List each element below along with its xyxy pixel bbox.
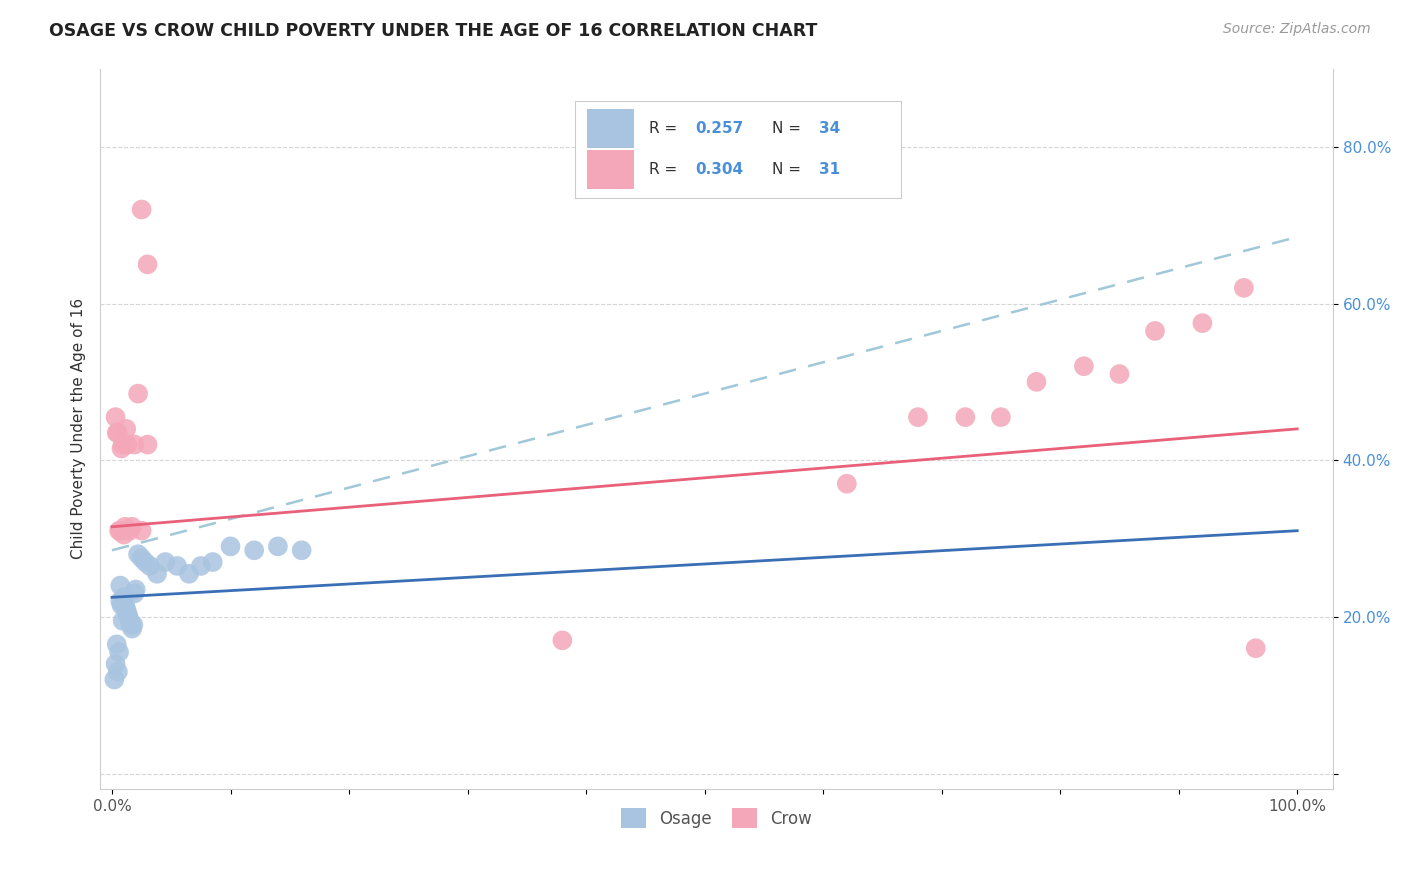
Text: Source: ZipAtlas.com: Source: ZipAtlas.com xyxy=(1223,22,1371,37)
Point xyxy=(115,422,138,436)
FancyBboxPatch shape xyxy=(575,101,901,198)
Point xyxy=(907,410,929,425)
Point xyxy=(110,594,132,608)
Point xyxy=(105,425,128,440)
Text: R =: R = xyxy=(648,120,682,136)
Point xyxy=(1025,375,1047,389)
Point xyxy=(120,617,142,632)
Point xyxy=(146,566,169,581)
Point xyxy=(110,442,132,456)
Point xyxy=(1233,281,1256,295)
Point xyxy=(107,425,129,440)
Point xyxy=(134,555,156,569)
Point xyxy=(127,386,149,401)
Text: OSAGE VS CROW CHILD POVERTY UNDER THE AGE OF 16 CORRELATION CHART: OSAGE VS CROW CHILD POVERTY UNDER THE AG… xyxy=(49,22,817,40)
Point xyxy=(114,598,136,612)
Point xyxy=(835,476,858,491)
Point xyxy=(121,622,143,636)
Point xyxy=(117,437,139,451)
Point xyxy=(118,614,141,628)
Point xyxy=(104,410,127,425)
Point xyxy=(155,555,177,569)
Point xyxy=(166,558,188,573)
Text: R =: R = xyxy=(648,162,682,177)
Point xyxy=(1244,641,1267,656)
Point xyxy=(117,610,139,624)
Point xyxy=(131,202,153,217)
Point xyxy=(136,257,159,271)
Point xyxy=(990,410,1012,425)
Point xyxy=(112,591,135,605)
Point xyxy=(136,437,159,451)
Point xyxy=(1143,324,1166,338)
Point xyxy=(1073,359,1095,374)
Point xyxy=(125,582,148,597)
Point xyxy=(104,657,127,671)
Point xyxy=(108,645,131,659)
Text: N =: N = xyxy=(772,162,806,177)
Text: 34: 34 xyxy=(818,120,839,136)
Point xyxy=(103,673,125,687)
Point xyxy=(955,410,977,425)
Text: 0.257: 0.257 xyxy=(696,120,744,136)
Point xyxy=(111,614,134,628)
Point xyxy=(291,543,314,558)
Point xyxy=(131,551,153,566)
Point xyxy=(105,637,128,651)
Point xyxy=(190,558,212,573)
Point xyxy=(110,524,132,538)
Point xyxy=(112,527,135,541)
Point xyxy=(243,543,266,558)
Point xyxy=(118,524,141,538)
Point xyxy=(107,665,129,679)
Point xyxy=(111,437,134,451)
Point xyxy=(124,437,146,451)
Point xyxy=(114,520,136,534)
Text: 0.304: 0.304 xyxy=(696,162,744,177)
Point xyxy=(1108,367,1130,381)
Text: 31: 31 xyxy=(818,162,839,177)
Text: N =: N = xyxy=(772,120,806,136)
Legend: Osage, Crow: Osage, Crow xyxy=(614,801,818,835)
Point xyxy=(177,566,200,581)
Point xyxy=(117,606,139,620)
FancyBboxPatch shape xyxy=(588,150,634,189)
Point xyxy=(201,555,224,569)
Point xyxy=(110,598,132,612)
Point xyxy=(267,540,290,554)
Point xyxy=(122,617,145,632)
Point xyxy=(219,540,242,554)
Point xyxy=(551,633,574,648)
Point xyxy=(108,524,131,538)
FancyBboxPatch shape xyxy=(588,109,634,148)
Point xyxy=(124,586,146,600)
Point xyxy=(127,547,149,561)
Point xyxy=(139,558,162,573)
Point xyxy=(110,578,132,592)
Point xyxy=(115,602,138,616)
Point xyxy=(1191,316,1213,330)
Y-axis label: Child Poverty Under the Age of 16: Child Poverty Under the Age of 16 xyxy=(72,298,86,559)
Point xyxy=(121,520,143,534)
Point xyxy=(131,524,153,538)
